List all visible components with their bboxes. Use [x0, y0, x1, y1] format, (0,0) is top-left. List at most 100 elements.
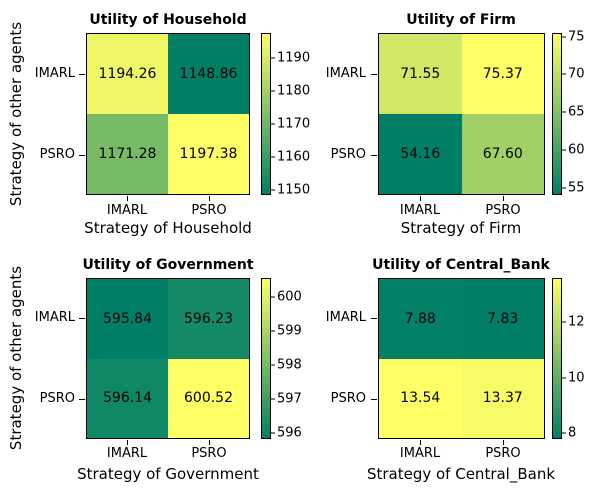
heatmap-cell: 1197.38: [168, 114, 249, 194]
colorbar-tick: [561, 36, 566, 38]
colorbar-tick-label: 12: [568, 314, 585, 330]
colorbar-tick: [561, 321, 566, 323]
x-tick-mark: [420, 196, 421, 201]
colorbar-tick-label: 10: [568, 370, 585, 386]
heatmap: 7.88 7.83 13.54 13.37: [378, 278, 545, 439]
colorbar: 12 10 8: [552, 278, 585, 441]
x-tick-mark: [420, 440, 421, 445]
x-tick-label: IMARL: [399, 203, 441, 218]
colorbar-tick: [270, 432, 275, 434]
heatmap-cell: 1194.26: [87, 34, 168, 114]
colorbar-tick-label: 599: [277, 323, 302, 339]
y-tick-label: PSRO: [39, 147, 75, 162]
colorbar-tick: [561, 432, 566, 434]
x-axis-label: Strategy of Household: [84, 219, 252, 237]
x-tick-label: PSRO: [191, 203, 227, 218]
x-tick-label: IMARL: [106, 203, 148, 218]
cell-value: 1194.26: [98, 66, 157, 82]
heatmap-cell: 71.55: [379, 34, 462, 114]
x-tick-label: PSRO: [485, 203, 521, 218]
x-tick-mark: [209, 196, 210, 201]
cell-value: 71.55: [400, 66, 441, 82]
colorbar-tick-label: 60: [568, 142, 585, 158]
colorbar-tick-label: 598: [277, 357, 302, 373]
y-tick-mark: [79, 74, 85, 75]
cell-value: 596.14: [103, 390, 152, 407]
colorbar-tick-label: 1180: [277, 83, 311, 99]
colorbar-tick-label: 75: [568, 29, 585, 45]
cell-value: 1171.28: [98, 146, 157, 162]
x-tick-mark: [209, 440, 210, 445]
colorbar-tick: [561, 377, 566, 379]
y-tick-mark: [79, 399, 85, 400]
colorbar-tick-label: 65: [568, 104, 585, 120]
x-tick-label: IMARL: [399, 446, 441, 461]
heatmap-cell: 13.54: [379, 358, 462, 438]
colorbar-tick: [270, 156, 275, 158]
y-tick-mark: [371, 318, 377, 319]
cell-value: 13.54: [400, 390, 441, 407]
cell-value: 67.60: [482, 146, 523, 162]
colorbar-tick: [270, 189, 275, 191]
colorbar-tick: [270, 364, 275, 366]
y-tick-label: IMARL: [34, 66, 75, 81]
x-tick-label: PSRO: [485, 446, 521, 461]
heatmap-cell: 595.84: [87, 279, 168, 359]
heatmap-cell: 7.88: [379, 279, 462, 359]
colorbar-gradient: [262, 34, 270, 194]
cell-value: 600.52: [184, 390, 233, 407]
subplot-title: Utility of Firm: [406, 12, 516, 28]
cell-value: 13.37: [482, 390, 523, 407]
x-tick-mark: [127, 440, 128, 445]
heatmap-cell: 1148.86: [168, 34, 249, 114]
x-tick-mark: [503, 440, 504, 445]
y-axis-label: Strategy of other agents: [7, 265, 25, 451]
colorbar-tick-label: 70: [568, 66, 585, 82]
cell-value: 75.37: [482, 66, 523, 82]
colorbar-gradient: [262, 279, 270, 438]
y-tick-label: IMARL: [325, 310, 366, 325]
heatmap-cell: 13.37: [461, 358, 544, 438]
heatmap-cell: 54.16: [379, 114, 462, 194]
colorbar: 1190 1180 1170 1160 1150: [261, 33, 310, 198]
y-tick-mark: [79, 318, 85, 319]
heatmap: 1194.26 1148.86 1171.28 1197.38: [86, 33, 250, 195]
x-tick-mark: [503, 196, 504, 201]
heatmap-cell: 67.60: [461, 114, 544, 194]
y-tick-label: PSRO: [330, 391, 366, 406]
subplot-title: Utility of Central_Bank: [372, 257, 550, 273]
y-tick-mark: [371, 399, 377, 400]
cell-value: 54.16: [400, 146, 441, 162]
subplot-title: Utility of Government: [82, 257, 254, 273]
heatmap-cell: 75.37: [461, 34, 544, 114]
cell-value: 1148.86: [179, 66, 238, 82]
colorbar-tick-label: 1170: [277, 116, 311, 132]
colorbar-tick: [561, 111, 566, 113]
heatmap-cell: 596.14: [87, 358, 168, 438]
heatmap-cell: 600.52: [168, 358, 249, 438]
y-tick-mark: [371, 74, 377, 75]
colorbar-tick: [270, 90, 275, 92]
heatmap: 595.84 596.23 596.14 600.52: [86, 278, 250, 439]
colorbar-tick-label: 597: [277, 391, 302, 407]
colorbar: 600 599 598 597 596: [261, 278, 302, 440]
x-tick-label: IMARL: [106, 446, 148, 461]
colorbar-tick: [270, 330, 275, 332]
x-tick-mark: [127, 196, 128, 201]
colorbar-tick-label: 596: [277, 425, 302, 441]
colorbar-tick: [561, 149, 566, 151]
y-tick-mark: [79, 155, 85, 156]
colorbar-tick: [561, 187, 566, 189]
colorbar-tick: [270, 398, 275, 400]
heatmap-cell: 7.83: [461, 279, 544, 359]
colorbar-tick-label: 55: [568, 180, 585, 196]
y-tick-label: PSRO: [330, 147, 366, 162]
y-tick-label: IMARL: [325, 66, 366, 81]
cell-value: 595.84: [103, 310, 152, 327]
colorbar-tick-label: 1190: [277, 50, 311, 66]
cell-value: 7.88: [404, 310, 436, 327]
subplot-title: Utility of Household: [89, 12, 247, 28]
heatmap: 71.55 75.37 54.16 67.60: [378, 33, 545, 195]
heatmap-cell: 596.23: [168, 279, 249, 359]
